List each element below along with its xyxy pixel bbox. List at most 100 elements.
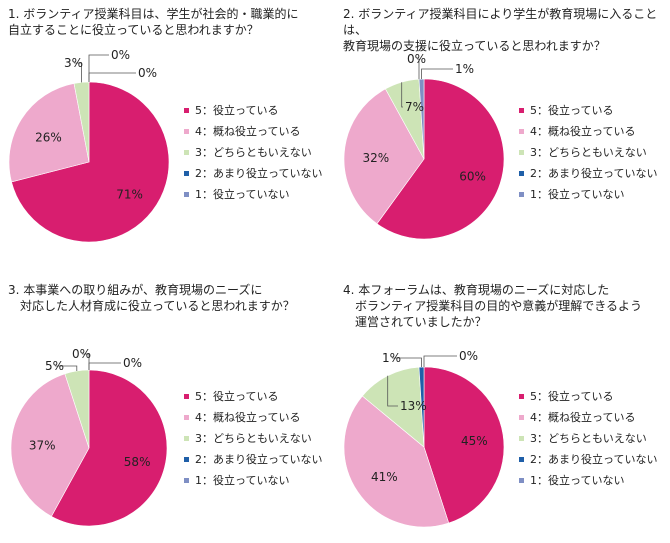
chart-panel-1: 1. ボランティア授業科目は、学生が社会的・職業的に 自立することに役立っている… <box>0 0 335 271</box>
slice-value-label: 1% <box>382 351 401 365</box>
pie-chart: 71% 26% 3% 0% 0% <box>8 48 170 243</box>
legend-swatch <box>184 192 189 197</box>
legend-item-5: 5：役立っている <box>519 100 657 121</box>
slice-4 <box>343 88 425 225</box>
legend-item-3: 3：どちらともいえない <box>519 142 657 163</box>
legend-label: 4：概ね役立っている <box>195 411 301 424</box>
legend-swatch <box>184 129 189 134</box>
leader-line <box>387 375 398 407</box>
legend-swatch <box>184 436 189 441</box>
legend-label: 1：役立っていない <box>195 474 290 487</box>
legend-swatch <box>184 457 189 462</box>
legend-swatch <box>519 457 524 462</box>
legend-item-1: 1：役立っていない <box>519 470 657 491</box>
legend-label: 1：役立っていない <box>530 188 625 201</box>
legend-item-3: 3：どちらともいえない <box>519 428 657 449</box>
slice-value-label: 3% <box>64 56 83 70</box>
legend-label: 2：あまり役立っていない <box>195 167 323 180</box>
legend-swatch <box>184 415 189 420</box>
pie-chart: 58% 37% 5% 0% 0% <box>10 347 168 527</box>
legend-label: 1：役立っていない <box>530 474 625 487</box>
legend-item-4: 4：概ね役立っている <box>519 407 657 428</box>
chart-title: 2. ボランティア授業科目により学生が教育現場に入ることは、 教育現場の支援に役… <box>343 7 658 53</box>
pie-slices <box>343 366 505 528</box>
leader-line <box>423 355 457 367</box>
legend-swatch <box>184 478 189 483</box>
chart-panel-4: 4. 本フォーラムは、教育現場のニーズに対応した ボランティア授業科目の目的や意… <box>335 272 670 543</box>
slice-value-label: 1% <box>455 62 474 76</box>
chart-panel-2: 2. ボランティア授業科目により学生が教育現場に入ることは、 教育現場の支援に役… <box>335 0 670 271</box>
chart-panel-3: 3. 本事業への取り組みが、教育現場のニーズに 対応した人材育成に役立っていると… <box>0 272 335 543</box>
legend-label: 3：どちらともいえない <box>195 432 312 445</box>
legend-swatch <box>519 415 524 420</box>
leader-line <box>55 365 78 371</box>
legend-label: 5：役立っている <box>195 390 279 403</box>
leader-line <box>88 362 121 370</box>
legend-item-3: 3：どちらともいえない <box>184 428 322 449</box>
legend-swatch <box>519 108 524 113</box>
slice-5 <box>11 81 170 243</box>
slice-4 <box>10 373 90 517</box>
legend-label: 3：どちらともいえない <box>530 146 647 159</box>
legend-swatch <box>519 394 524 399</box>
slice-value-label: 45% <box>461 434 488 448</box>
slice-value-label: 0% <box>459 349 478 363</box>
legend-item-1: 1：役立っていない <box>184 184 322 205</box>
pie-labels: 58% 37% 5% 0% 0% <box>29 347 151 469</box>
chart-title: 4. 本フォーラムは、教育現場のニーズに対応した ボランティア授業科目の目的や意… <box>343 283 643 329</box>
slice-value-label: 71% <box>116 187 143 201</box>
slice-value-label: 60% <box>459 169 486 183</box>
leader-line <box>88 72 136 82</box>
pie-labels: 45% 41% 13% 1% 0% <box>371 349 488 484</box>
slice-value-label: 0% <box>407 52 426 66</box>
slice-4 <box>8 83 90 183</box>
legend-item-5: 5：役立っている <box>184 386 322 407</box>
pie-labels: 71% 26% 3% 0% 0% <box>35 48 157 201</box>
slice-value-label: 7% <box>405 100 424 114</box>
slice-value-label: 0% <box>72 347 91 361</box>
slice-value-label: 13% <box>400 399 427 413</box>
leader-line <box>392 357 422 367</box>
legend-label: 2：あまり役立っていない <box>195 453 323 466</box>
chart-legend: 5：役立っている 4：概ね役立っている 3：どちらともいえない 2：あまり役立っ… <box>519 100 657 205</box>
slice-value-label: 5% <box>45 359 64 373</box>
slice-value-label: 41% <box>371 470 398 484</box>
legend-swatch <box>519 436 524 441</box>
legend-item-1: 1：役立っていない <box>519 184 657 205</box>
chart-title: 3. 本事業への取り組みが、教育現場のニーズに 対応した人材育成に役立っていると… <box>8 283 295 313</box>
leader-line <box>421 68 453 79</box>
legend-swatch <box>184 108 189 113</box>
chart-legend: 5：役立っている 4：概ね役立っている 3：どちらともいえない 2：あまり役立っ… <box>184 386 322 491</box>
legend-item-4: 4：概ね役立っている <box>184 407 322 428</box>
chart-title: 1. ボランティア授業科目は、学生が社会的・職業的に 自立することに役立っている… <box>8 7 299 37</box>
legend-swatch <box>519 478 524 483</box>
pie-slices <box>343 78 505 240</box>
pie-chart: 60% 32% 7% 0% 1% <box>343 52 505 240</box>
legend-item-4: 4：概ね役立っている <box>519 121 657 142</box>
legend-item-5: 5：役立っている <box>519 386 657 407</box>
leader-line <box>401 82 403 108</box>
pie-slices <box>10 369 168 527</box>
slice-value-label: 26% <box>35 130 62 144</box>
legend-label: 4：概ね役立っている <box>195 125 301 138</box>
slice-5 <box>51 369 168 527</box>
legend-label: 4：概ね役立っている <box>530 411 636 424</box>
legend-swatch <box>519 129 524 134</box>
slice-value-label: 0% <box>123 356 142 370</box>
chart-legend: 5：役立っている 4：概ね役立っている 3：どちらともいえない 2：あまり役立っ… <box>519 386 657 491</box>
legend-item-3: 3：どちらともいえない <box>184 142 322 163</box>
legend-swatch <box>184 394 189 399</box>
legend-label: 1：役立っていない <box>195 188 290 201</box>
legend-item-1: 1：役立っていない <box>184 470 322 491</box>
chart-legend: 5：役立っている 4：概ね役立っている 3：どちらともいえない 2：あまり役立っ… <box>184 100 322 205</box>
legend-swatch <box>184 171 189 176</box>
pie-chart: 45% 41% 13% 1% 0% <box>343 349 505 528</box>
legend-label: 5：役立っている <box>530 390 614 403</box>
legend-swatch <box>519 192 524 197</box>
legend-swatch <box>184 150 189 155</box>
legend-label: 5：役立っている <box>195 104 279 117</box>
leader-line <box>74 62 82 83</box>
slice-value-label: 58% <box>124 455 151 469</box>
legend-label: 2：あまり役立っていない <box>530 453 658 466</box>
